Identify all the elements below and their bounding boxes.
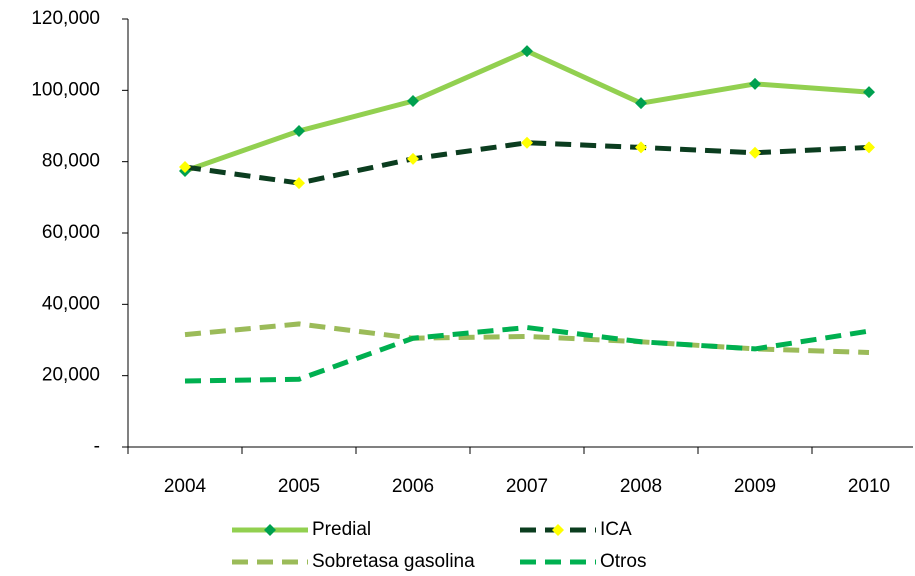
data-point (407, 152, 419, 165)
x-tick-label: 2004 (164, 476, 207, 497)
legend-label: Sobretasa gasolina (312, 551, 475, 572)
data-point (407, 95, 419, 108)
series-line (184, 140, 870, 186)
data-point (521, 136, 533, 149)
x-tick-label: 2008 (620, 476, 662, 497)
legend-marker (264, 524, 276, 536)
data-point (863, 86, 875, 99)
data-point (749, 146, 761, 159)
x-tick-label: 2007 (506, 476, 548, 497)
data-point (635, 97, 647, 110)
legend-label: Otros (600, 551, 646, 572)
legend-label: ICA (600, 519, 632, 540)
x-tick-label: 2006 (392, 476, 434, 497)
data-point (293, 177, 305, 190)
data-point (749, 77, 761, 90)
y-tick-label: 40,000 (42, 293, 100, 314)
series-line (184, 325, 870, 384)
data-point (293, 124, 305, 137)
legend-marker (552, 524, 564, 536)
data-point (863, 141, 875, 154)
y-tick-label: 80,000 (42, 151, 100, 172)
x-tick-label: 2009 (734, 476, 776, 497)
y-tick-label: 100,000 (31, 79, 100, 100)
y-tick-label: - (94, 436, 100, 457)
data-point (521, 45, 533, 58)
x-tick-label: 2005 (278, 476, 320, 497)
y-tick-label: 120,000 (31, 8, 100, 29)
y-tick-label: 20,000 (42, 365, 100, 386)
x-tick-label: 2010 (848, 476, 890, 497)
legend-label: Predial (312, 519, 371, 540)
data-point (635, 141, 647, 154)
data-point (179, 161, 191, 174)
y-tick-label: 60,000 (42, 222, 100, 243)
series-line (184, 321, 870, 355)
